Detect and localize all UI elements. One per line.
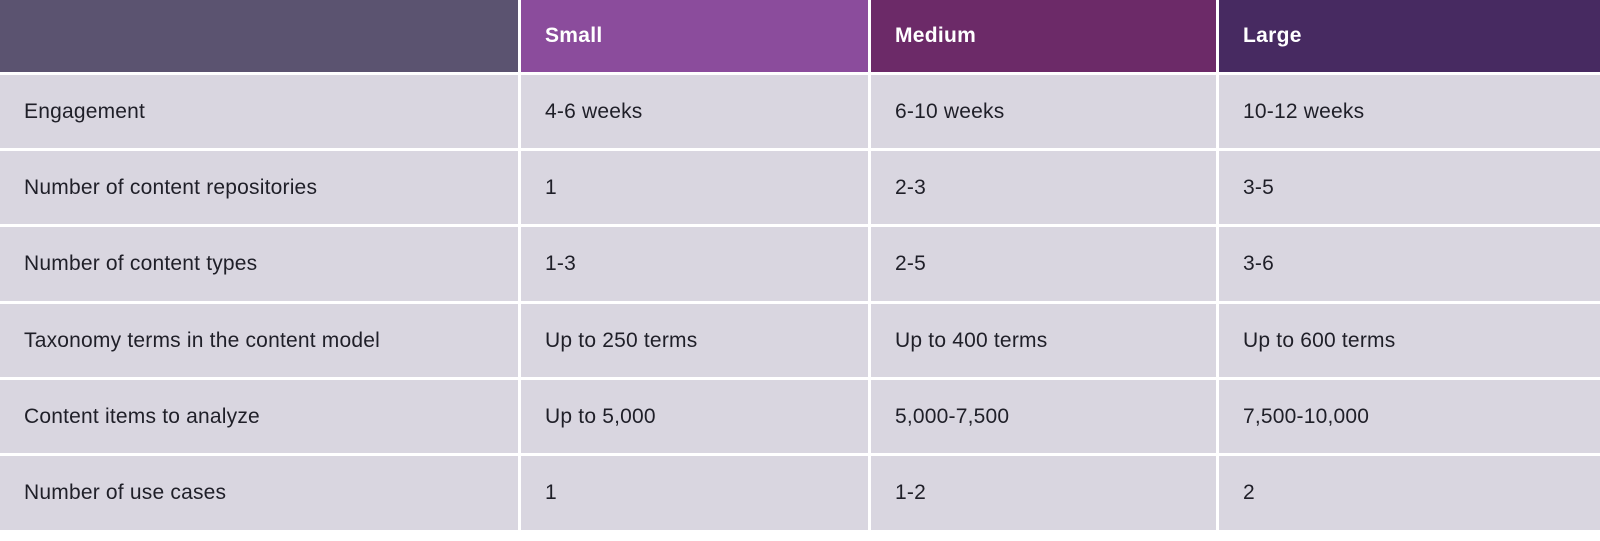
cell-content-items-small: Up to 5,000 (521, 380, 868, 453)
cell-use-cases-large: 2 (1219, 456, 1600, 530)
col-header-medium: Medium (871, 0, 1216, 72)
cell-engagement-large: 10-12 weeks (1219, 75, 1600, 148)
row-label-content-types: Number of content types (0, 227, 518, 301)
cell-use-cases-medium: 1-2 (871, 456, 1216, 530)
pricing-tiers-table: Small Medium Large Engagement 4-6 weeks … (0, 0, 1600, 530)
col-header-empty (0, 0, 518, 72)
cell-taxonomy-small: Up to 250 terms (521, 304, 868, 377)
cell-content-types-large: 3-6 (1219, 227, 1600, 301)
col-header-small: Small (521, 0, 868, 72)
row-label-use-cases: Number of use cases (0, 456, 518, 530)
cell-repositories-medium: 2-3 (871, 151, 1216, 224)
row-label-repositories: Number of content repositories (0, 151, 518, 224)
cell-content-types-small: 1-3 (521, 227, 868, 301)
cell-content-items-large: 7,500-10,000 (1219, 380, 1600, 453)
cell-repositories-large: 3-5 (1219, 151, 1600, 224)
cell-content-items-medium: 5,000-7,500 (871, 380, 1216, 453)
cell-engagement-medium: 6-10 weeks (871, 75, 1216, 148)
cell-taxonomy-large: Up to 600 terms (1219, 304, 1600, 377)
cell-use-cases-small: 1 (521, 456, 868, 530)
row-label-taxonomy-terms: Taxonomy terms in the content model (0, 304, 518, 377)
cell-taxonomy-medium: Up to 400 terms (871, 304, 1216, 377)
cell-engagement-small: 4-6 weeks (521, 75, 868, 148)
col-header-large: Large (1219, 0, 1600, 72)
cell-content-types-medium: 2-5 (871, 227, 1216, 301)
cell-repositories-small: 1 (521, 151, 868, 224)
row-label-content-items: Content items to analyze (0, 380, 518, 453)
row-label-engagement: Engagement (0, 75, 518, 148)
